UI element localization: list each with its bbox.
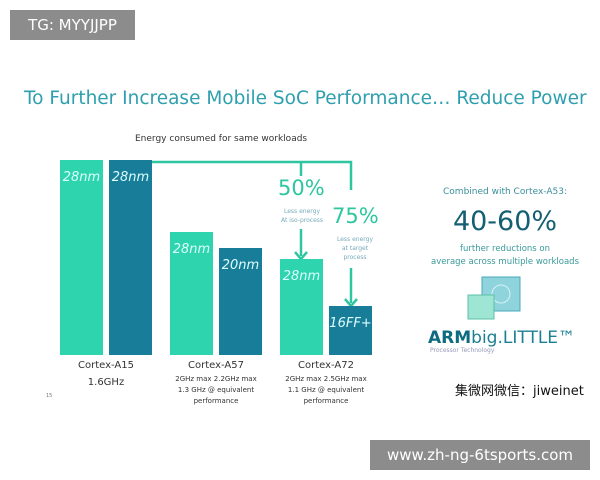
category-note: performance bbox=[193, 397, 239, 405]
biglittle-text: big.LITTLE™ bbox=[471, 328, 576, 348]
further-line2: average across multiple workloads bbox=[430, 257, 580, 267]
arm-biglittle-logo: ARMbig.LITTLE™ bbox=[428, 328, 575, 348]
category-note: 2GHz max 2.5GHz max bbox=[285, 375, 367, 383]
annotation-50-line2: At iso-process bbox=[280, 217, 324, 224]
bar-cortex-a15-dark: 28nm bbox=[109, 160, 152, 355]
category-note: 1.3 GHz @ equivalent bbox=[177, 386, 255, 394]
chip-icon bbox=[467, 276, 521, 320]
further-line1: further reductions on bbox=[459, 244, 550, 254]
category-note: 1.6GHz bbox=[87, 377, 125, 388]
category-label: Cortex-A57 bbox=[188, 360, 244, 371]
bar-label: 28nm bbox=[282, 269, 321, 285]
watermark-bottom: www.zh-ng-6tsports.com bbox=[370, 440, 590, 470]
annotation-75-line3: process bbox=[343, 254, 367, 261]
bar-cortex-a57-dark: 20nm bbox=[219, 247, 262, 355]
bar-label: 28nm bbox=[62, 170, 101, 185]
category-note: performance bbox=[303, 397, 349, 405]
wechat-watermark: 集微网微信：jiweinet bbox=[455, 384, 584, 399]
big-percent: 40-60% bbox=[452, 206, 558, 237]
annotation-50-value: 50% bbox=[278, 176, 325, 200]
tagline: Processor Technology bbox=[430, 347, 495, 354]
annotation-75-line1: Less energy bbox=[337, 236, 373, 243]
chart-title: Energy consumed for same workloads bbox=[135, 134, 308, 144]
bracket-line bbox=[152, 160, 353, 190]
category-note: 1.1 GHz @ equivalent bbox=[287, 386, 365, 394]
watermark-top: TG: MYYJJPP bbox=[10, 10, 135, 40]
combined-text: Combined with Cortex-A53: bbox=[443, 187, 567, 197]
slide-title: To Further Increase Mobile SoC Performan… bbox=[24, 88, 587, 109]
category-label: Cortex-A72 bbox=[298, 360, 354, 371]
bar-label: 28nm bbox=[172, 242, 211, 258]
annotation-75-value: 75% bbox=[332, 204, 379, 228]
bar-label: 16FF+ bbox=[329, 316, 372, 332]
annotation-50-line1: Less energy bbox=[284, 208, 320, 215]
annotation-75-line2: at target bbox=[341, 245, 369, 252]
bar-label: 20nm bbox=[221, 257, 260, 273]
annotation-75-text: Less energy at target process bbox=[330, 235, 380, 262]
bar-cortex-a15-light: 28nm bbox=[60, 160, 103, 355]
arm-logo-text: ARM bbox=[428, 328, 472, 348]
bar-cortex-a72-dark: 16FF+ bbox=[329, 306, 372, 355]
page-number: 15 bbox=[46, 393, 53, 399]
category-label: Cortex-A15 bbox=[78, 360, 134, 371]
category-note: 2GHz max 2.2GHz max bbox=[175, 375, 257, 383]
annotation-50-text: Less energy At iso-process bbox=[272, 207, 332, 225]
bar-cortex-a72-light: 28nm bbox=[280, 259, 323, 355]
bar-cortex-a57-light: 28nm bbox=[170, 232, 213, 355]
further-text: further reductions on average across mul… bbox=[410, 243, 600, 269]
bar-label: 28nm bbox=[111, 170, 150, 185]
